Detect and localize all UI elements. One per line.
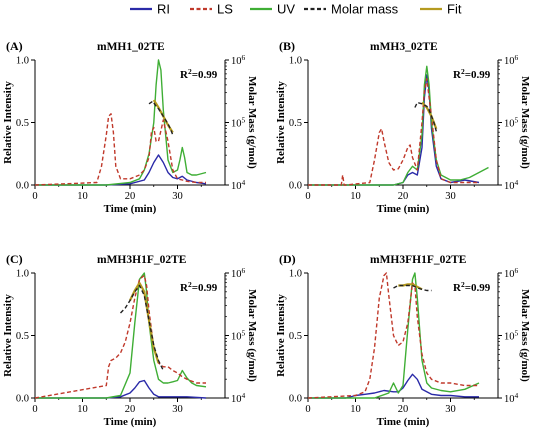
y-tick-label: 1.0 [16, 269, 29, 280]
legend-label-fit: Fit [447, 2, 462, 17]
y2-tick-label: 106 [231, 266, 246, 280]
chart-title: mMH3_02TE [370, 41, 438, 53]
legend: RI LS UV Molar mass Fit [130, 2, 462, 17]
y-axis-label: Relative Intensity [275, 81, 287, 164]
y2-axis-label: Molar Mass (g/mol) [246, 76, 258, 169]
y-tick-label: 1.0 [16, 56, 29, 67]
r-squared-annotation: R2=0.99 [453, 280, 491, 294]
y2-tick-label: 104 [504, 178, 519, 192]
series-line-uv [308, 65, 489, 186]
y2-tick-label: 105 [231, 116, 246, 130]
x-tick-label: 0 [305, 404, 310, 415]
panel-label: (C) [6, 252, 23, 266]
series-line-uv [35, 59, 207, 186]
x-tick-label: 20 [125, 191, 136, 202]
series-line-ls [307, 272, 479, 399]
r-squared-annotation: R2=0.99 [180, 67, 218, 81]
x-tick-label: 20 [125, 404, 136, 415]
r-squared-annotation: R2=0.99 [453, 67, 491, 81]
x-tick-label: 0 [32, 404, 37, 415]
y2-tick-label: 106 [504, 53, 519, 67]
y2-tick-label: 104 [231, 391, 246, 405]
y-axis-label: Relative Intensity [2, 294, 14, 377]
x-axis-label: Time (min) [104, 416, 157, 428]
y-axis-label: Relative Intensity [275, 294, 287, 377]
x-tick-label: 10 [350, 191, 361, 202]
x-tick-label: 30 [172, 404, 183, 415]
x-axis-label: Time (min) [377, 416, 430, 428]
series-line-molar-mass [393, 284, 432, 292]
x-tick-label: 0 [305, 191, 310, 202]
legend-label-uv: UV [277, 2, 295, 17]
y2-tick-label: 105 [231, 329, 246, 343]
y-tick-label: 0.0 [16, 181, 29, 192]
y-axis-label: Relative Intensity [2, 81, 14, 164]
y2-axis-label: Molar Mass (g/mol) [519, 289, 531, 382]
x-tick-label: 10 [77, 191, 88, 202]
series-line-molar-mass [148, 100, 174, 136]
panel-label: (A) [6, 39, 23, 53]
legend-label-ls: LS [217, 2, 233, 17]
y2-tick-label: 105 [504, 116, 519, 130]
y-tick-label: 0.0 [289, 181, 302, 192]
chart-title: mMH3H1F_02TE [97, 254, 187, 266]
x-tick-label: 10 [77, 404, 88, 415]
y-tick-label: 0.5 [16, 331, 29, 342]
chart-panel-b: 0 10 20 30 0.0 0.5 1.0 104 105 106 Time (min) Relat… [275, 39, 531, 215]
y2-tick-label: 105 [504, 329, 519, 343]
series-line-ri [308, 373, 479, 399]
x-tick-label: 20 [398, 404, 409, 415]
r-squared-annotation: R2=0.99 [180, 280, 218, 294]
panels: 0 10 20 30 0.0 0.5 1.0 104 105 106 Time (min) Relat… [2, 39, 531, 428]
chart-panel-c: 0 10 20 30 0.0 0.5 1.0 104 105 106 Time (min) Relat… [2, 252, 258, 428]
y2-tick-label: 104 [504, 391, 519, 405]
y2-tick-label: 106 [504, 266, 519, 280]
series-line-ri [35, 379, 207, 399]
series-line-uv [308, 272, 480, 399]
chart-title: mMH1_02TE [97, 41, 165, 53]
series-line-ri [35, 154, 207, 186]
y-tick-label: 0.5 [16, 118, 29, 129]
series-line-uv [35, 272, 207, 399]
x-tick-label: 20 [398, 191, 409, 202]
series-line-molar-mass [119, 284, 164, 371]
y2-axis-label: Molar Mass (g/mol) [519, 76, 531, 169]
x-tick-label: 10 [350, 404, 361, 415]
x-tick-label: 30 [445, 191, 456, 202]
x-axis-label: Time (min) [377, 203, 430, 215]
series-line-ls [34, 274, 206, 399]
panel-label: (D) [279, 252, 296, 266]
x-tick-label: 30 [172, 191, 183, 202]
y-tick-label: 0.5 [289, 118, 302, 129]
series-line-ls [308, 78, 479, 186]
legend-label-molar-mass: Molar mass [331, 2, 399, 17]
y-tick-label: 1.0 [289, 269, 302, 280]
y2-axis-label: Molar Mass (g/mol) [246, 289, 258, 382]
y2-tick-label: 106 [231, 53, 246, 67]
x-tick-label: 0 [32, 191, 37, 202]
series-line-fit [129, 281, 160, 364]
chart-title: mMH3FH1F_02TE [370, 254, 467, 266]
chart-panel-a: 0 10 20 30 0.0 0.5 1.0 104 105 106 Time (min) Relat… [2, 39, 258, 215]
y-tick-label: 0.0 [289, 394, 302, 405]
y-tick-label: 0.5 [289, 331, 302, 342]
y2-tick-label: 104 [231, 178, 246, 192]
series-line-ri [308, 74, 480, 186]
y-tick-label: 0.0 [16, 394, 29, 405]
x-tick-label: 30 [445, 404, 456, 415]
chart-panel-d: 0 10 20 30 0.0 0.5 1.0 104 105 106 Time (min) Relat… [275, 252, 531, 428]
y-tick-label: 1.0 [289, 56, 302, 67]
panel-label: (B) [279, 39, 295, 53]
series-line-ls [34, 113, 206, 186]
x-axis-label: Time (min) [104, 203, 157, 215]
legend-label-ri: RI [157, 2, 170, 17]
